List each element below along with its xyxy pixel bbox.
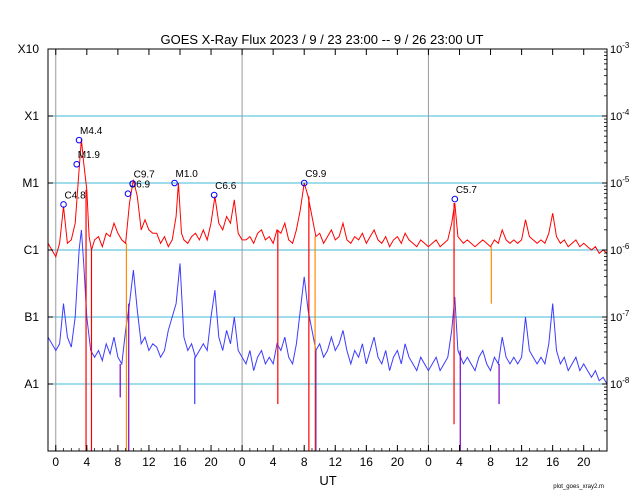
y-tick-label-left: B1	[24, 310, 39, 324]
footer-label: plot_goes_xray2.m	[553, 484, 604, 490]
flare-marker	[75, 136, 83, 144]
flare-label: M4.4	[80, 126, 103, 137]
flare-label: C5.7	[456, 185, 478, 196]
y-tick-label-right: 10-5	[610, 175, 630, 190]
x-axis-label: UT	[319, 473, 336, 488]
x-tick-label: 8	[487, 455, 494, 469]
x-tick-label: 4	[83, 455, 90, 469]
flare-label: M1.9	[78, 150, 101, 161]
x-tick-label: 20	[204, 455, 218, 469]
y-tick-label-left: C1	[24, 243, 40, 257]
x-tick-label: 12	[515, 455, 529, 469]
y-axis-left: A1 B1 C1 M1 X1 X10	[18, 42, 53, 391]
flare-marker	[129, 180, 136, 187]
x-tick-label: 16	[173, 455, 187, 469]
flare-marker	[73, 160, 81, 168]
y-tick-label-left: X10	[18, 42, 40, 56]
series-line-short	[47, 229, 608, 385]
series-layer	[47, 139, 608, 385]
x-tick-label: 20	[577, 455, 591, 469]
flare-marker	[300, 179, 308, 187]
flare-label: C4.8	[65, 190, 87, 201]
x-tick-label: 4	[270, 455, 277, 469]
flare-marker	[171, 179, 178, 187]
flare-label: C6.6	[215, 181, 237, 192]
y-tick-label-right: 10-3	[610, 41, 630, 56]
flare-label: C6.9	[129, 180, 151, 191]
grid-layer	[48, 48, 607, 451]
x-tick-label: 8	[301, 455, 308, 469]
series-line-long	[47, 139, 608, 258]
x-tick-label: 12	[329, 455, 343, 469]
flare-label: C9.7	[134, 170, 156, 181]
flare-marker	[451, 195, 459, 203]
y-axis-right: 10-8 10-7 10-6 10-5 10-4 10-3	[602, 41, 630, 432]
x-tick-label: 0	[425, 455, 432, 469]
flare-marker-layer: C4.8 M1.9 M4.4 C6.9C9.7 M1.0 C6.6 C9.9 C5.7	[60, 126, 478, 208]
y-tick-label-right: 10-7	[610, 309, 630, 324]
x-tick-label: 16	[360, 455, 374, 469]
y-tick-label-right: 10-8	[610, 376, 630, 391]
y-tick-label-right: 10-4	[610, 108, 630, 123]
x-tick-label: 16	[546, 455, 560, 469]
y-tick-label-left: A1	[24, 377, 39, 391]
flare-marker	[60, 201, 67, 208]
x-tick-label: 4	[456, 455, 463, 469]
chart-title: GOES X-Ray Flux 2023 / 9 / 23 23:00 -- 9…	[161, 32, 484, 47]
dropout-layer	[85, 189, 500, 451]
y-tick-label-left: M1	[22, 176, 39, 190]
x-tick-label: 20	[391, 455, 405, 469]
flare-marker	[210, 191, 218, 199]
x-tick-label: 0	[52, 455, 59, 469]
flare-label: C9.9	[305, 169, 327, 180]
y-tick-label-left: X1	[24, 109, 39, 123]
y-tick-label-right: 10-6	[610, 242, 630, 257]
x-axis: 0 4 8 12 16 20 0 4 8 12 16 20 0 4 8 12 16 20	[52, 49, 600, 469]
x-tick-label: 8	[115, 455, 122, 469]
x-tick-label: 12	[142, 455, 156, 469]
x-tick-label: 0	[239, 455, 246, 469]
flare-marker	[124, 190, 132, 198]
flare-label: M1.0	[176, 169, 199, 180]
